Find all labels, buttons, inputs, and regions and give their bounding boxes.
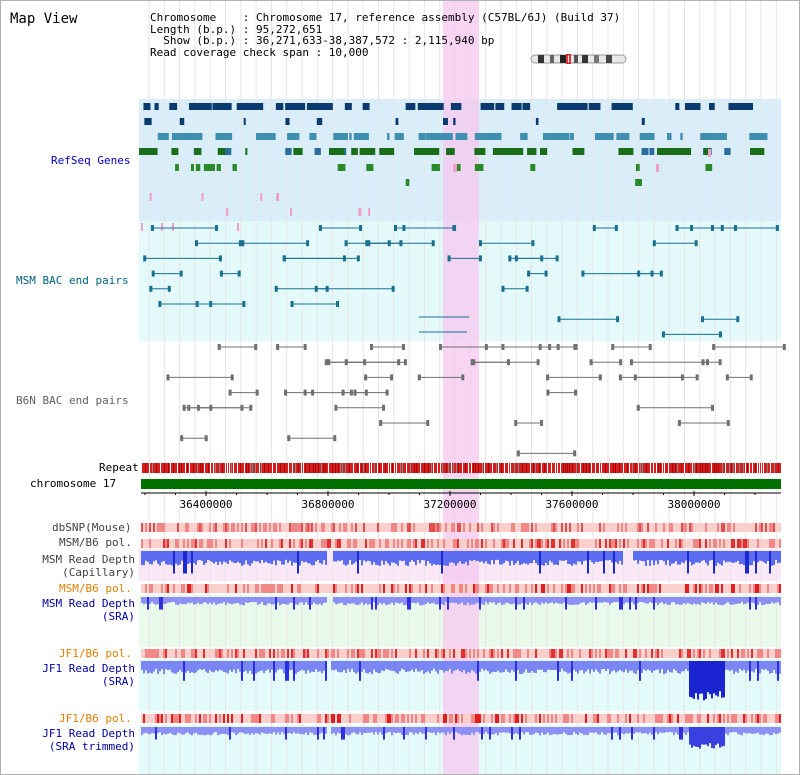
track-label-refseq: RefSeq Genes (51, 154, 131, 167)
track-label-msm-b6-pol-2: MSM/B6 pol. (59, 582, 132, 595)
track-label-b6n-bac: B6N BAC end pairs (16, 394, 129, 407)
track-label-msm-depth-sra: MSM Read Depth (SRA) (42, 597, 135, 623)
axis-tick-label: 37600000 (545, 498, 599, 511)
page-title: Map View (10, 11, 78, 27)
axis-tick-label: 38000000 (667, 498, 721, 511)
info-chromosome: Chromosome : Chromosome 17, reference as… (150, 11, 621, 24)
grid-lines (148, 1, 777, 774)
info-show-range: Show (b.p.) : 36,271,633-38,387,572 : 2,… (150, 34, 495, 47)
polymorphism-tracks[interactable] (141, 523, 781, 723)
region-info: Chromosome : Chromosome 17, reference as… (150, 12, 620, 58)
track-label-repeat: Repeat (99, 461, 139, 474)
track-label-jf1-b6-pol-2: JF1/B6 pol. (59, 712, 132, 725)
track-label-jf1-b6-pol-1: JF1/B6 pol. (59, 647, 132, 660)
read-depth-tracks[interactable] (141, 551, 781, 749)
track-label-jf1-depth-sra: JF1 Read Depth (SRA) (42, 662, 135, 688)
track-label-chromosome: chromosome 17 (30, 477, 117, 490)
track-label-jf1-depth-trim: JF1 Read Depth (SRA trimmed) (42, 727, 135, 753)
track-label-msm-bac: MSM BAC end pairs (16, 274, 129, 287)
axis-tick-label: 37200000 (423, 498, 477, 511)
track-label-dbsnp: dbSNP(Mouse) (52, 521, 132, 534)
info-coverage-span: Read coverage check span : 10,000 (150, 45, 369, 59)
track-label-msm-b6-pol-1: MSM/B6 pol. (59, 536, 132, 549)
track-label-msm-depth-cap: MSM Read Depth (Capillary) (42, 553, 135, 579)
axis-tick-label: 36400000 (179, 498, 233, 511)
info-length: Length (b.p.) : 95,272,651 (150, 22, 323, 36)
highlight-region[interactable] (443, 1, 479, 775)
chromosome-bar[interactable] (141, 479, 781, 489)
axis-tick-label: 36800000 (301, 498, 355, 511)
ideogram-position-marker (566, 54, 571, 64)
repeat-track[interactable] (141, 463, 781, 473)
position-axis (141, 491, 781, 496)
feature-glyphs[interactable] (139, 103, 786, 457)
chromosome-ideogram[interactable] (530, 54, 628, 64)
